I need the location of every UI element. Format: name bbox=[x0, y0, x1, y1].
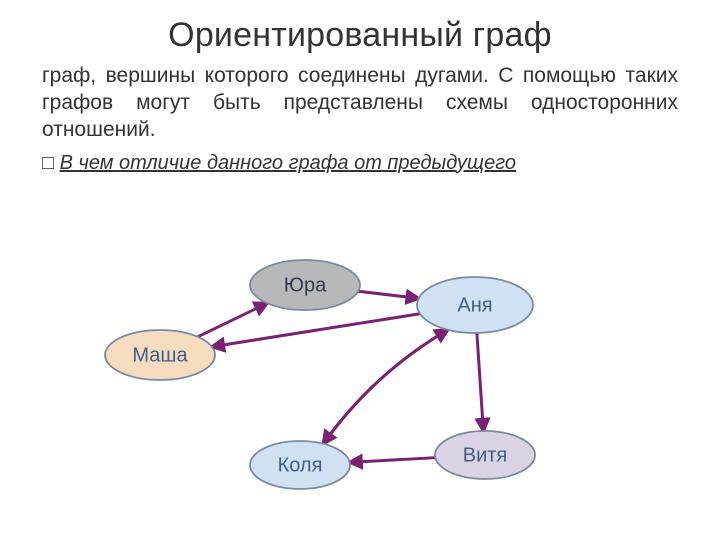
slide: Ориентированный граф граф, вершины котор… bbox=[0, 0, 720, 540]
graph-svg: Юра Аня Маша Коля Витя bbox=[0, 245, 720, 540]
edge-vitya-kolya bbox=[350, 458, 436, 463]
edge-anya-kolya bbox=[323, 330, 448, 444]
node-masha: Маша bbox=[105, 330, 215, 380]
nodes-layer: Юра Аня Маша Коля Витя bbox=[105, 260, 535, 489]
node-label-anya: Аня bbox=[457, 294, 492, 316]
edge-kolya-anya bbox=[323, 330, 448, 444]
node-kolya: Коля bbox=[250, 441, 350, 489]
graph-diagram: Юра Аня Маша Коля Витя bbox=[0, 245, 720, 540]
node-yura: Юра bbox=[250, 260, 360, 310]
definition-text: граф, вершины которого соединены дугами.… bbox=[42, 63, 678, 144]
question-text: В чем отличие данного графа от предыдуще… bbox=[42, 152, 678, 175]
node-label-kolya: Коля bbox=[278, 454, 323, 476]
node-vitya: Витя bbox=[435, 431, 535, 479]
edge-yura-anya bbox=[358, 291, 418, 298]
node-label-yura: Юра bbox=[284, 274, 327, 296]
page-title: Ориентированный граф bbox=[42, 16, 678, 55]
node-label-vitya: Витя bbox=[463, 444, 508, 466]
edge-anya-masha bbox=[212, 314, 420, 347]
node-anya: Аня bbox=[417, 277, 533, 333]
edge-anya-vitya bbox=[477, 333, 484, 431]
node-label-masha: Маша bbox=[132, 344, 188, 366]
edge-masha-yura bbox=[198, 303, 268, 337]
